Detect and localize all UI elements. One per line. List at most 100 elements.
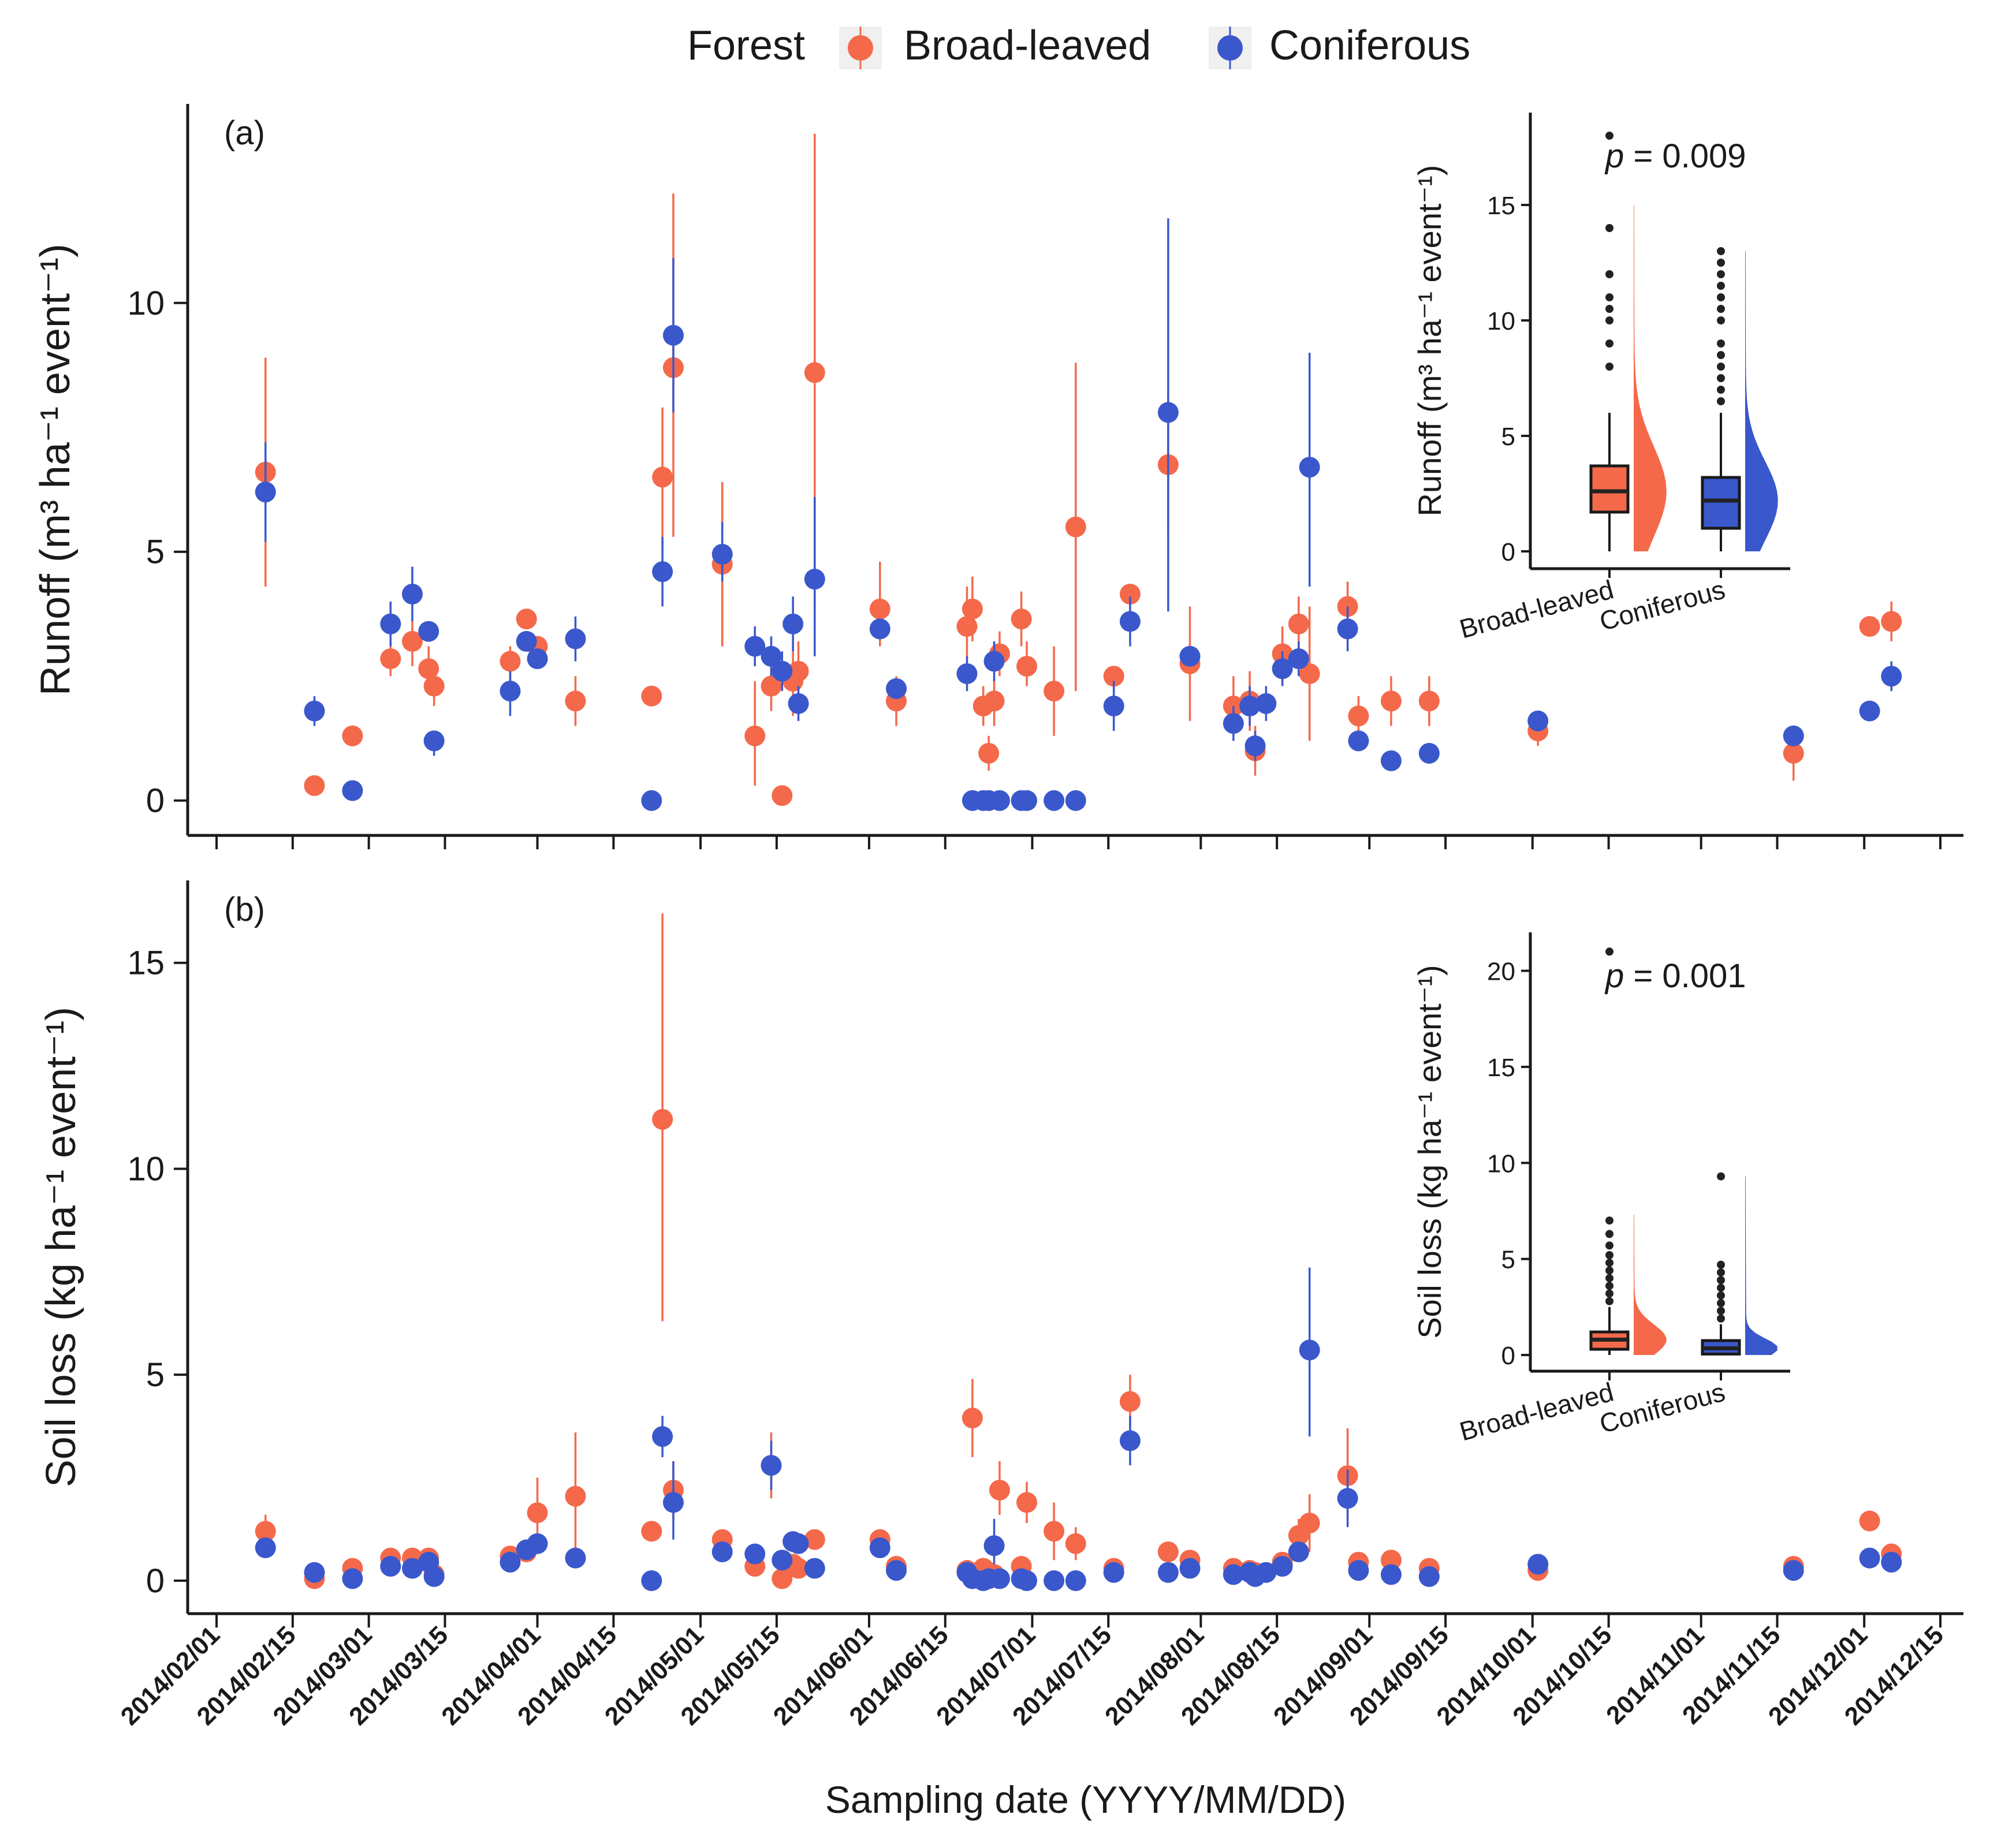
data-point xyxy=(1418,1566,1440,1587)
data-point xyxy=(304,1562,325,1583)
data-point xyxy=(423,730,445,752)
outlier-point xyxy=(1717,1283,1725,1292)
data-point xyxy=(1065,1533,1086,1554)
outlier-point xyxy=(1605,1241,1613,1250)
data-point xyxy=(886,678,907,699)
data-point xyxy=(1272,1555,1293,1577)
outlier-point xyxy=(1605,1282,1613,1290)
data-point xyxy=(1337,618,1358,640)
data-point xyxy=(1348,1560,1369,1581)
outlier-point xyxy=(1605,363,1613,371)
data-point xyxy=(1288,1541,1309,1562)
data-point xyxy=(989,1479,1010,1500)
y-tick-label: 15 xyxy=(127,945,165,982)
data-point xyxy=(1244,735,1266,756)
panel-a-runoff: (a) 0 5 10 Runoff (m³ ha⁻¹ event⁻¹) 0 5 10 15 Run… xyxy=(32,104,1963,849)
outlier-point xyxy=(1717,339,1725,348)
data-point xyxy=(782,613,804,634)
x-axis-title: Sampling date (YYYY/MM/DD) xyxy=(825,1778,1346,1821)
outlier-point xyxy=(1717,397,1725,405)
data-point xyxy=(1348,730,1369,752)
outlier-point xyxy=(1717,1314,1725,1323)
inset-background xyxy=(1530,932,1790,1371)
data-point xyxy=(1157,1562,1179,1583)
data-point xyxy=(1859,1510,1880,1532)
outlier-point xyxy=(1605,1289,1613,1298)
series-coniferous xyxy=(255,1267,1902,1591)
data-point xyxy=(652,561,673,583)
inset-y-tick-label: 10 xyxy=(1487,307,1515,335)
data-point xyxy=(652,1108,673,1130)
outlier-point xyxy=(1717,282,1725,290)
data-point xyxy=(1016,655,1038,677)
data-point xyxy=(1783,742,1804,764)
y-tick-label: 0 xyxy=(146,1562,165,1600)
data-point xyxy=(1065,1570,1086,1591)
p-value-annotation: p = 0.001 xyxy=(1604,957,1746,995)
box xyxy=(1701,476,1741,530)
data-point xyxy=(886,1560,907,1581)
data-point xyxy=(788,660,809,682)
data-point xyxy=(772,785,793,807)
outlier-point xyxy=(1605,132,1613,140)
data-point xyxy=(761,675,782,697)
data-point xyxy=(380,1555,401,1577)
data-point xyxy=(565,628,586,650)
outlier-point xyxy=(1717,1276,1725,1285)
data-point xyxy=(1103,695,1124,716)
outlier-point xyxy=(1717,374,1725,382)
y-axis-title: Runoff (m³ ha⁻¹ event⁻¹) xyxy=(32,244,79,696)
p-value-annotation: p = 0.009 xyxy=(1604,137,1746,175)
p-value: = 0.001 xyxy=(1624,957,1746,995)
data-point xyxy=(342,725,363,746)
data-point xyxy=(1016,1570,1038,1591)
outlier-point xyxy=(1717,1172,1725,1181)
data-point xyxy=(255,1537,276,1558)
outlier-point xyxy=(1717,247,1725,255)
y-tick-label: 5 xyxy=(146,533,165,571)
outlier-point xyxy=(1717,351,1725,359)
data-point xyxy=(983,1535,1005,1556)
data-point xyxy=(1881,611,1902,632)
data-point xyxy=(527,648,548,670)
outlier-point xyxy=(1717,1268,1725,1276)
data-point xyxy=(1044,790,1065,811)
data-point xyxy=(1239,695,1261,716)
outlier-point xyxy=(1605,305,1613,313)
data-point xyxy=(423,1566,445,1587)
outlier-point xyxy=(1717,316,1725,324)
data-point xyxy=(500,1551,521,1573)
data-point xyxy=(652,466,673,488)
y-tick-label: 5 xyxy=(146,1356,165,1394)
series-broad-leaved xyxy=(255,133,1902,807)
data-point xyxy=(788,693,809,714)
data-point xyxy=(527,1502,548,1524)
outlier-point xyxy=(1605,293,1613,301)
data-point xyxy=(1299,1339,1320,1361)
data-point xyxy=(1527,1554,1549,1575)
data-point xyxy=(565,1485,586,1507)
data-point xyxy=(1223,1564,1244,1585)
inset-y-axis-title: Soil loss (kg ha⁻¹ event⁻¹) xyxy=(1411,965,1448,1338)
inset-y-tick-label: 5 xyxy=(1501,423,1515,451)
data-point xyxy=(1859,616,1880,637)
data-point xyxy=(1065,790,1086,811)
data-point xyxy=(1380,690,1402,712)
data-point xyxy=(1011,609,1032,630)
data-point xyxy=(1044,1521,1065,1542)
outlier-point xyxy=(1605,1216,1613,1225)
legend: Forest Broad-leaved Coniferous xyxy=(687,23,1470,69)
data-point xyxy=(1859,700,1880,722)
data-point xyxy=(1881,1551,1902,1573)
outlier-point xyxy=(1605,1274,1613,1282)
data-point xyxy=(1044,681,1065,702)
data-point xyxy=(641,790,662,811)
panel-label: (b) xyxy=(224,891,265,928)
legend-key-conif-dot xyxy=(1217,35,1243,61)
outlier-point xyxy=(1605,1230,1613,1238)
data-point xyxy=(423,675,445,697)
outlier-point xyxy=(1717,386,1725,394)
violin-half xyxy=(1634,205,1667,551)
data-point xyxy=(662,324,684,346)
outlier-point xyxy=(1717,1291,1725,1300)
